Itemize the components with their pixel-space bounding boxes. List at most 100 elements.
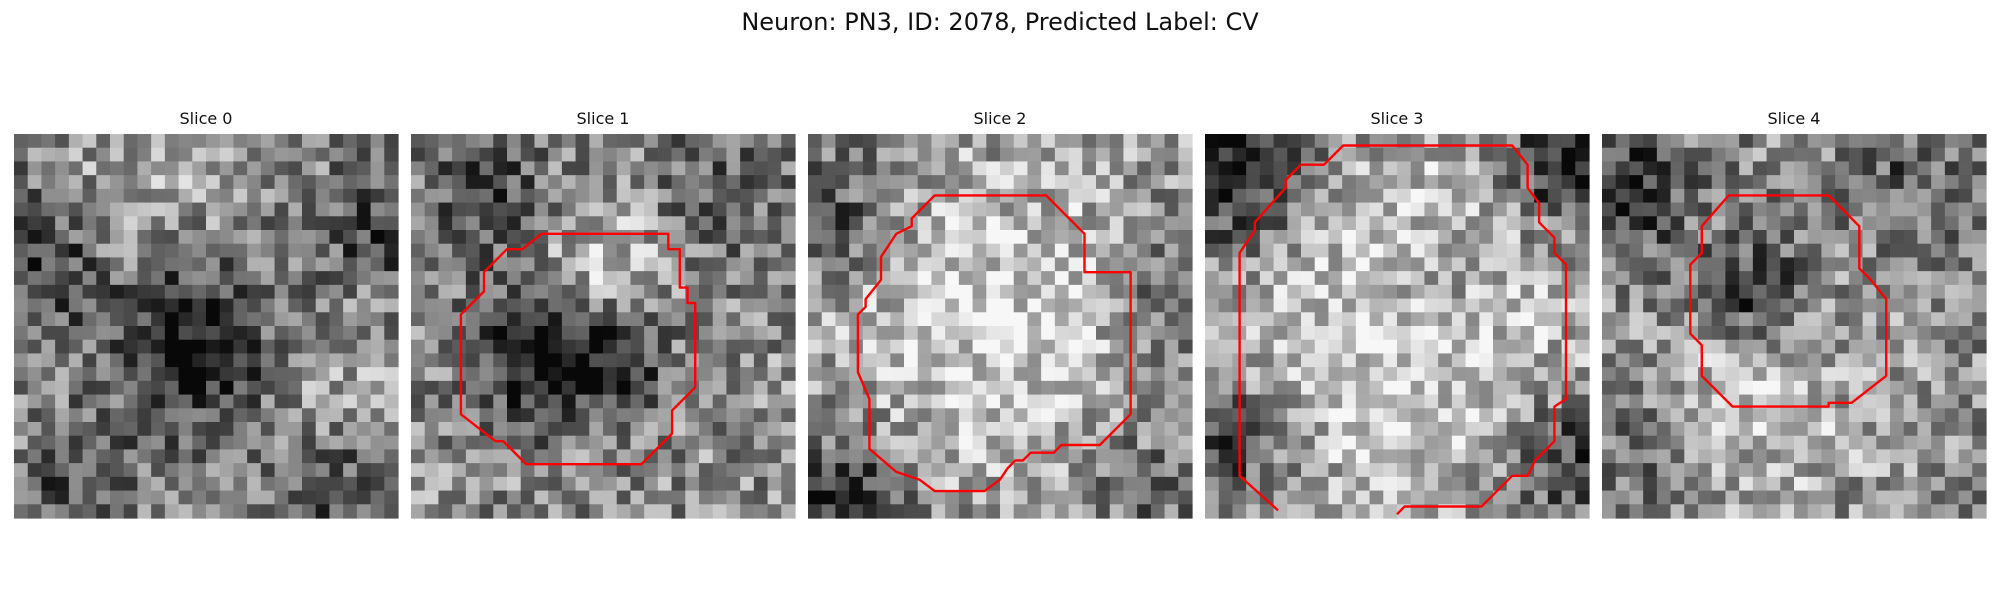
heatmap-cell <box>274 394 289 409</box>
heatmap-cell <box>657 284 673 300</box>
heatmap-cell <box>356 161 372 176</box>
heatmap-cell <box>1780 175 1795 190</box>
heatmap-cell <box>1711 161 1727 176</box>
heatmap-cell <box>1205 230 1220 245</box>
heatmap-cell <box>1301 202 1316 217</box>
heatmap-cell <box>890 188 905 204</box>
heatmap-cell <box>575 380 590 396</box>
heatmap-cell <box>1150 339 1166 355</box>
heatmap-cell <box>206 408 221 423</box>
heatmap-cell <box>821 175 837 190</box>
heatmap-cell <box>1725 147 1740 163</box>
heatmap-cell <box>712 463 728 478</box>
heatmap-cell <box>1137 490 1152 505</box>
heatmap-cell <box>206 326 221 341</box>
heatmap-cell <box>781 326 796 341</box>
heatmap-cell <box>1355 353 1371 368</box>
heatmap-cell <box>178 353 193 368</box>
heatmap-cell <box>233 147 248 163</box>
heatmap-cell <box>753 380 769 396</box>
heatmap-cell <box>1890 422 1905 437</box>
heatmap-cell <box>890 367 905 382</box>
heatmap-cell <box>1575 298 1590 313</box>
heatmap-cell <box>603 380 618 396</box>
heatmap-cell <box>1848 161 1864 176</box>
heatmap-cell <box>1711 463 1727 478</box>
heatmap-cell <box>1670 353 1685 368</box>
heatmap-cell <box>986 326 1001 341</box>
heatmap-cell <box>548 353 563 368</box>
heatmap-cell <box>904 490 919 505</box>
heatmap-cell <box>1876 312 1891 327</box>
heatmap-cell <box>137 175 152 190</box>
heatmap-cell <box>1137 353 1152 368</box>
heatmap-cell <box>890 463 905 478</box>
heatmap-cell <box>1890 243 1905 259</box>
heatmap-cell <box>1725 216 1740 231</box>
heatmap-cell <box>890 271 905 286</box>
heatmap-cell <box>1561 298 1576 313</box>
heatmap-cell <box>657 147 673 163</box>
heatmap-cell <box>1246 257 1261 272</box>
heatmap-cell <box>671 449 686 464</box>
heatmap-cell <box>274 188 289 204</box>
heatmap-cell <box>1397 230 1412 245</box>
heatmap-cell <box>1438 367 1453 382</box>
heatmap-cell <box>1438 490 1453 505</box>
heatmap-cell <box>288 463 303 478</box>
heatmap-cell <box>1739 326 1754 341</box>
heatmap-cell <box>1506 353 1522 368</box>
heatmap-cell <box>849 339 864 355</box>
heatmap-cell <box>1027 408 1042 423</box>
heatmap-cell <box>1218 490 1234 505</box>
heatmap-cell <box>1780 408 1795 423</box>
heatmap-cell <box>151 504 166 519</box>
heatmap-cell <box>1150 463 1166 478</box>
heatmap-cell <box>1397 257 1412 272</box>
heatmap-cell <box>1218 134 1234 149</box>
heatmap-cell <box>1137 298 1152 313</box>
heatmap-cell <box>904 394 919 409</box>
heatmap-cell <box>1178 408 1193 423</box>
heatmap-cell <box>1547 394 1563 409</box>
heatmap-cell <box>82 298 97 313</box>
heatmap-cell <box>548 188 563 204</box>
heatmap-cell <box>1972 490 1987 505</box>
heatmap-cell <box>1615 188 1631 204</box>
heatmap-cell <box>206 243 221 259</box>
heatmap-cell <box>1164 449 1179 464</box>
heatmap-cell <box>1547 161 1563 176</box>
heatmap-cell <box>1342 422 1357 437</box>
heatmap-cell <box>1096 188 1111 204</box>
heatmap-cell <box>685 257 700 272</box>
heatmap-cell <box>1561 230 1576 245</box>
heatmap-cell <box>465 202 481 217</box>
figure-title: Neuron: PN3, ID: 2078, Predicted Label: … <box>741 8 1259 36</box>
heatmap-cell <box>1534 504 1549 519</box>
heatmap-cell <box>1629 476 1644 492</box>
heatmap-cell <box>1972 339 1987 355</box>
heatmap-cell <box>1397 449 1412 464</box>
heatmap-cell <box>465 161 481 176</box>
heatmap-cell <box>1041 422 1056 437</box>
heatmap-cell <box>1739 216 1754 231</box>
heatmap-cell <box>1424 243 1439 259</box>
heatmap-cell <box>1656 188 1672 204</box>
heatmap-cell <box>1082 353 1097 368</box>
heatmap-cell <box>1479 504 1494 519</box>
heatmap-cell <box>1273 284 1288 300</box>
heatmap-cell <box>1876 380 1891 396</box>
heatmap-cell <box>424 202 440 217</box>
heatmap-cell <box>1259 422 1275 437</box>
heatmap-cell <box>1000 312 1015 327</box>
heatmap-cell <box>1615 202 1631 217</box>
heatmap-cell <box>137 147 152 163</box>
heatmap-cell <box>1656 463 1672 478</box>
heatmap-cell <box>726 202 741 217</box>
heatmap-cell <box>1711 339 1727 355</box>
heatmap-cell <box>1739 353 1754 368</box>
heatmap-cell <box>630 435 645 451</box>
heatmap-cell <box>1397 380 1412 396</box>
heatmap-cell <box>1109 230 1125 245</box>
heatmap-cell <box>1218 367 1234 382</box>
